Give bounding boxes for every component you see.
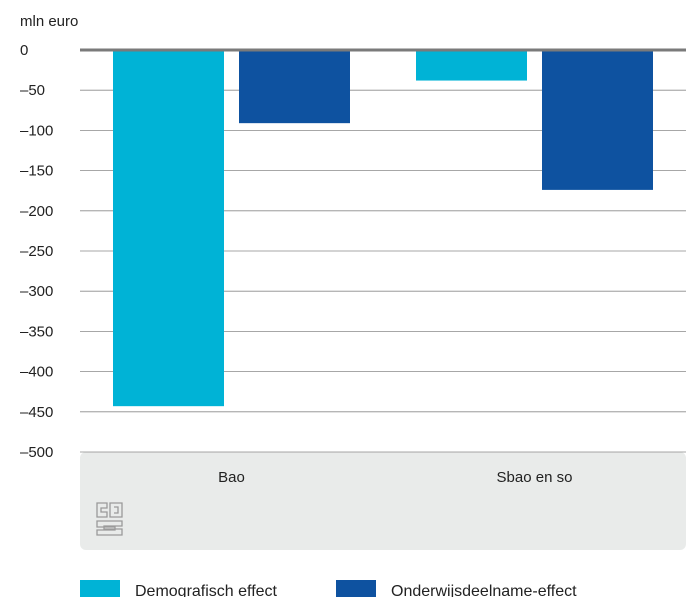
y-tick-label: –100	[20, 122, 53, 139]
legend-swatch	[80, 580, 120, 597]
bar-demografisch-2	[416, 50, 527, 81]
x-tick-label: Bao	[218, 469, 245, 486]
y-tick-label: –350	[20, 323, 53, 340]
y-tick-label: –200	[20, 203, 53, 220]
y-tick-labels: 0 –50 –100 –150 –200 –250 –300 –350 –400 –450 –500	[20, 42, 53, 461]
x-tick-labels: Bao Sbao en so	[218, 469, 572, 486]
y-tick-label: –250	[20, 243, 53, 260]
legend-label: Onderwijsdeelname-effect	[391, 583, 577, 597]
y-tick-label: 0	[20, 42, 28, 59]
bars-layer	[113, 50, 653, 407]
bar-onderwijsdeelname-1	[239, 50, 350, 124]
cbs-logo-icon	[96, 502, 123, 536]
legend-swatch	[336, 580, 376, 597]
legend-label: Demografisch effect	[135, 583, 278, 597]
category-axis-band	[80, 452, 686, 550]
y-axis-label: mln euro	[20, 13, 78, 30]
y-tick-label: –50	[20, 82, 45, 99]
y-tick-label: –450	[20, 404, 53, 421]
bar-onderwijsdeelname-2	[542, 50, 653, 190]
y-tick-label: –500	[20, 444, 53, 461]
y-tick-label: –300	[20, 283, 53, 300]
legend: Demografisch effect Onderwijsdeelname-eff…	[80, 580, 577, 600]
bar-demografisch-1	[113, 50, 224, 407]
x-tick-label: Sbao en so	[497, 469, 573, 486]
y-tick-label: –150	[20, 163, 53, 180]
y-tick-label: –400	[20, 364, 53, 381]
